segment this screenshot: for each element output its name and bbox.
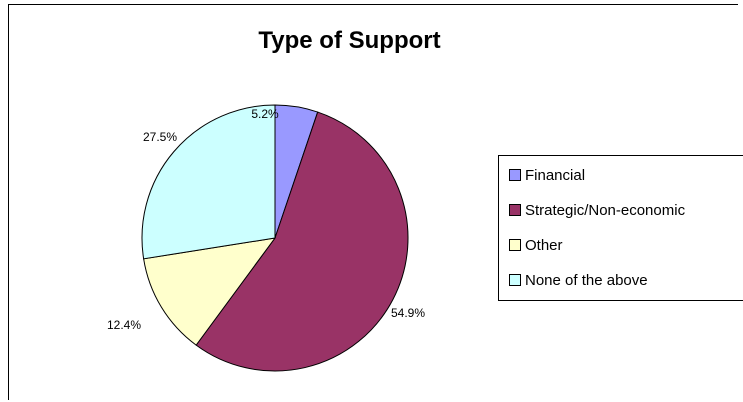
legend-swatch-strategic [509, 204, 521, 216]
legend-label-other: Other [525, 236, 563, 254]
pie-slice-3 [141, 104, 276, 260]
data-label-1: 54.9% [391, 306, 425, 320]
chart-area [8, 4, 738, 400]
legend-item-other: Other [509, 234, 563, 256]
legend-label-none: None of the above [525, 271, 648, 289]
legend-item-strategic: Strategic/Non-economic [509, 199, 685, 221]
legend-label-financial: Financial [525, 166, 586, 184]
legend-item-financial: Financial [509, 164, 585, 186]
chart-title: Type of Support [258, 27, 441, 54]
data-label-3: 27.5% [143, 130, 177, 144]
legend-swatch-other [509, 239, 521, 251]
pie-slice-1 [195, 111, 409, 372]
legend-swatch-financial [509, 169, 521, 181]
legend-item-none: None of the above [509, 269, 648, 291]
pie-slice-2 [143, 237, 277, 346]
data-label-0: 5.2% [251, 107, 279, 121]
legend-label-strategic: Strategic/Non-economic [525, 201, 686, 219]
legend-swatch-none [509, 274, 521, 286]
data-label-2: 12.4% [107, 318, 141, 332]
legend: Financial Strategic/Non-economic Other N… [498, 155, 743, 301]
